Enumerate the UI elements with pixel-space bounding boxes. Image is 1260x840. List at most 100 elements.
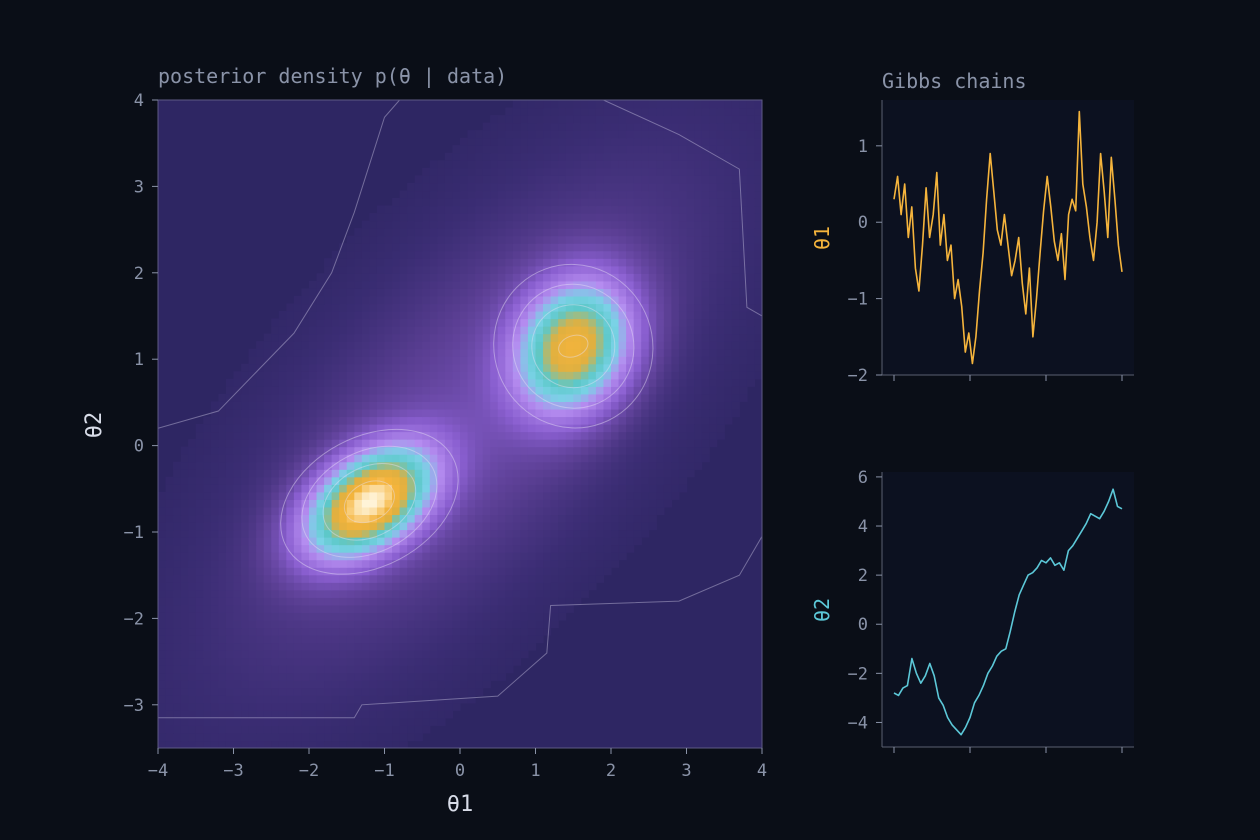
heatmap-cell <box>256 491 265 500</box>
heatmap-cell <box>565 401 574 410</box>
heatmap-cell <box>195 461 204 470</box>
heatmap-cell <box>324 597 333 606</box>
heatmap-cell <box>422 280 431 289</box>
heatmap-cell <box>641 416 650 425</box>
heatmap-cell <box>678 424 688 433</box>
heatmap-cell <box>588 371 597 380</box>
heatmap-cell <box>392 461 401 470</box>
heatmap-cell <box>399 454 408 463</box>
heatmap-cell <box>331 506 340 516</box>
heatmap-cell <box>256 695 265 704</box>
heatmap-cell <box>384 537 393 546</box>
heatmap-cell <box>233 537 242 546</box>
heatmap-cell <box>278 612 287 621</box>
heatmap-cell <box>452 243 461 252</box>
heatmap-cell <box>263 514 272 523</box>
heatmap-cell <box>663 356 672 365</box>
heatmap-cell <box>460 145 469 154</box>
heatmap-cell <box>648 431 657 440</box>
heatmap-cell <box>739 326 748 335</box>
heatmap-cell <box>505 310 514 320</box>
heatmap-cell <box>392 228 401 237</box>
heatmap-cell <box>452 258 461 267</box>
heatmap-cell <box>180 506 189 516</box>
heatmap-cell <box>180 574 189 583</box>
heatmap-cell <box>663 333 672 342</box>
heatmap-cell <box>467 642 476 651</box>
heatmap-cell <box>331 484 340 493</box>
heatmap-cell <box>165 657 174 666</box>
heatmap-cell <box>731 228 740 237</box>
heatmap-cell <box>603 491 612 500</box>
heatmap-cell <box>444 454 454 463</box>
heatmap-cell <box>724 310 733 320</box>
heatmap-cell <box>633 446 642 455</box>
heatmap-cell <box>467 401 476 410</box>
heatmap-cell <box>588 363 597 372</box>
heatmap-cell <box>180 484 189 493</box>
heatmap-cell <box>203 476 212 485</box>
heatmap-cell <box>203 604 212 613</box>
heatmap-cell <box>346 295 355 305</box>
heatmap-cell <box>520 544 529 553</box>
heatmap-cell <box>535 341 544 350</box>
heatmap-cell <box>701 115 710 124</box>
heatmap-cell <box>346 544 355 553</box>
heatmap-cell <box>626 529 635 538</box>
heatmap-cell <box>429 634 438 644</box>
heatmap-cell <box>437 552 446 561</box>
heatmap-cell <box>701 333 710 342</box>
heatmap-cell <box>384 476 393 485</box>
heatmap-cell <box>301 702 310 711</box>
heatmap-cell <box>641 378 650 387</box>
heatmap-cell <box>565 273 574 282</box>
heatmap-cell <box>444 333 454 342</box>
heatmap-cell <box>527 454 537 463</box>
heatmap-cell <box>656 326 665 335</box>
heatmap-cell <box>580 310 589 320</box>
heatmap-cell <box>233 371 242 380</box>
heatmap-cell <box>286 371 295 380</box>
heatmap-cell <box>505 303 514 312</box>
heatmap-cell <box>339 333 348 342</box>
heatmap-cell <box>527 642 537 651</box>
heatmap-cell <box>543 152 552 161</box>
heatmap-cell <box>414 416 423 425</box>
heatmap-cell <box>361 582 370 591</box>
heatmap-cell <box>392 250 401 259</box>
heatmap-cell <box>497 461 506 470</box>
heatmap-cell <box>505 627 514 636</box>
heatmap-cell <box>595 484 605 493</box>
heatmap-cell <box>527 190 537 199</box>
heatmap-cell <box>550 416 559 425</box>
heatmap-cell <box>444 152 454 161</box>
heatmap-cell <box>278 702 287 711</box>
heatmap-cell <box>256 665 265 674</box>
heatmap-cell <box>588 491 597 500</box>
heatmap-cell <box>225 657 235 666</box>
heatmap-cell <box>512 348 521 357</box>
heatmap-cell <box>384 634 393 644</box>
heatmap-cell <box>709 197 718 207</box>
heatmap-cell <box>271 732 280 742</box>
heatmap-cell <box>731 152 740 161</box>
heatmap-cell <box>739 243 748 252</box>
heatmap-cell <box>392 710 401 719</box>
heatmap-cell <box>512 213 521 222</box>
heatmap-cell <box>399 235 408 244</box>
heatmap-cell <box>324 634 333 644</box>
heatmap-cell <box>399 288 408 297</box>
heatmap-cell <box>520 537 529 546</box>
trace1-y-axis-label: θ1 <box>810 226 834 250</box>
heatmap-cell <box>384 687 393 696</box>
heatmap-cell <box>437 167 446 176</box>
heatmap-cell <box>512 152 521 161</box>
heatmap-cell <box>633 167 642 176</box>
heatmap-cell <box>739 333 748 342</box>
heatmap-cell <box>437 235 446 244</box>
heatmap-cell <box>309 461 318 470</box>
heatmap-cell <box>180 529 189 538</box>
heatmap-cell <box>724 295 733 305</box>
heatmap-cell <box>301 461 310 470</box>
